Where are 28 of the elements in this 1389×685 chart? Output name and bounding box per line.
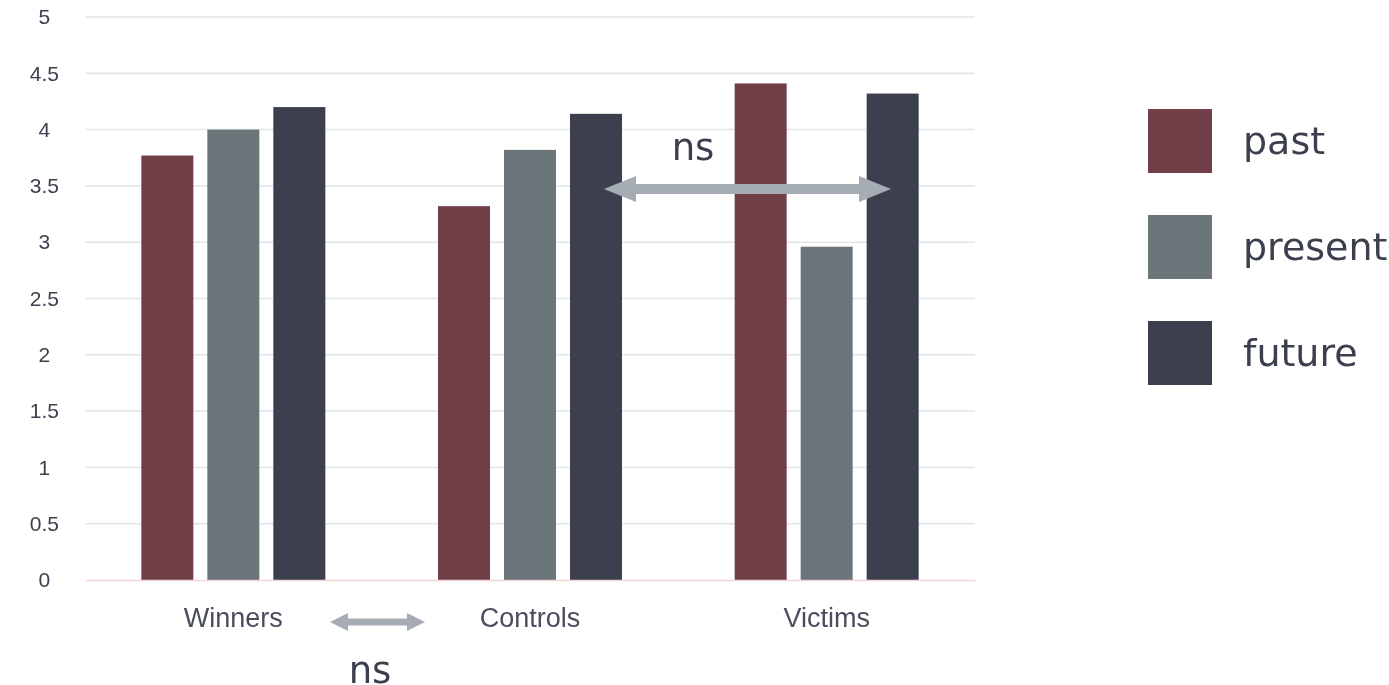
x-tick-label: Winners [183, 603, 283, 634]
annotation: ns [671, 126, 715, 169]
y-tick-label: 0.5 [29, 511, 59, 535]
y-tick-label: 3 [38, 230, 51, 254]
y-tick-label: 2 [38, 343, 51, 367]
bar [207, 129, 260, 580]
bar [734, 83, 787, 580]
x-tick-label: Controls [479, 603, 581, 634]
bar [866, 93, 919, 580]
y-tick-label: 1 [38, 455, 51, 479]
y-tick-label: 4.5 [29, 61, 59, 85]
y-tick-label: 2.5 [29, 286, 59, 310]
bar [504, 149, 556, 580]
y-tick-label: 4 [38, 117, 51, 141]
legend-label: past [1243, 119, 1326, 163]
y-tick-label: 5 [38, 5, 51, 29]
y-tick-label: 1.5 [29, 399, 59, 423]
x-tick-label: Victims [783, 603, 870, 634]
y-tick-label: 0 [38, 568, 51, 592]
y-tick-label: 3.5 [29, 174, 59, 198]
bar [273, 107, 326, 580]
legend-label: future [1243, 331, 1358, 375]
bar [570, 113, 622, 580]
legend-label: present [1243, 225, 1388, 269]
bar [141, 155, 194, 580]
bar [800, 246, 853, 580]
bar [438, 206, 490, 580]
text: ns [348, 649, 392, 685]
